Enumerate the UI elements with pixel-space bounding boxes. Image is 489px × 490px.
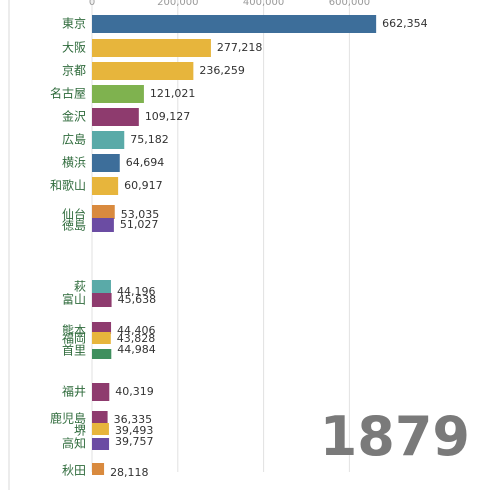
bar-category-label: 堺 xyxy=(74,424,86,438)
bar-value-label: 75,182 xyxy=(130,133,169,146)
bar xyxy=(92,205,115,219)
bar xyxy=(92,349,112,359)
bar-value-label: 39,757 xyxy=(115,435,154,448)
bar-category-label: 横浜 xyxy=(62,156,86,170)
year-label: 1879 xyxy=(320,405,470,468)
bar-category-label: 名古屋 xyxy=(50,86,86,101)
bar xyxy=(92,39,211,57)
bar xyxy=(92,322,112,334)
bar xyxy=(92,463,105,475)
bar xyxy=(92,293,112,307)
bars: 東京 662,354 大阪 277,218 京都 236,259 名古屋 121,021 金沢 1… xyxy=(50,15,428,479)
bar-value-label: 44,984 xyxy=(117,343,155,356)
bar-value-label: 36,335 xyxy=(114,413,152,426)
bar-value-label: 60,917 xyxy=(124,179,163,192)
bar-value-label: 43,828 xyxy=(117,332,156,345)
bar-category-label: 和歌山 xyxy=(50,178,86,193)
bar-value-label: 45,638 xyxy=(118,293,157,306)
x-tick-label: 0 xyxy=(89,0,95,8)
bar xyxy=(92,411,108,423)
bar-category-label: 富山 xyxy=(62,292,86,307)
x-tick-label: 600,000 xyxy=(329,0,370,8)
bar-category-label: 萩 xyxy=(74,280,86,294)
bar xyxy=(92,108,139,126)
bar-category-label: 福井 xyxy=(62,384,86,399)
bar-category-label: 福岡 xyxy=(62,331,86,346)
bar-category-label: 首里 xyxy=(62,344,86,358)
bar-value-label: 28,118 xyxy=(110,466,149,479)
bar xyxy=(92,332,111,344)
bar-value-label: 121,021 xyxy=(150,87,196,100)
bar-value-label: 236,259 xyxy=(199,64,245,77)
bar xyxy=(92,154,120,172)
bar xyxy=(92,218,114,232)
bar-category-label: 京都 xyxy=(62,64,86,78)
x-tick-label: 400,000 xyxy=(243,0,284,8)
bar-category-label: 秋田 xyxy=(62,464,86,478)
bar-category-label: 鹿児島 xyxy=(50,411,86,426)
bar-category-label: 熊本 xyxy=(62,323,86,338)
bar-value-label: 64,694 xyxy=(126,156,165,169)
bar-value-label: 662,354 xyxy=(382,17,428,30)
bar-category-label: 金沢 xyxy=(62,109,86,124)
bar-value-label: 51,027 xyxy=(120,218,159,231)
bar xyxy=(92,423,109,435)
bar xyxy=(92,131,125,149)
bar xyxy=(92,383,110,401)
bar-category-label: 広島 xyxy=(62,132,86,147)
bar xyxy=(92,85,144,103)
bar-value-label: 53,035 xyxy=(121,208,160,221)
bar xyxy=(92,438,110,450)
bar-category-label: 高知 xyxy=(62,436,86,451)
bar-value-label: 40,319 xyxy=(115,385,153,398)
bar-category-label: 徳島 xyxy=(62,218,86,233)
bar-category-label: 東京 xyxy=(62,17,86,31)
bar-value-label: 277,218 xyxy=(217,41,262,54)
bar xyxy=(92,177,119,195)
bar xyxy=(92,62,194,80)
bar-value-label: 39,493 xyxy=(115,424,154,437)
bar xyxy=(92,15,377,33)
bar xyxy=(92,280,111,294)
bar-category-label: 大阪 xyxy=(62,41,86,55)
bar-value-label: 109,127 xyxy=(145,110,191,123)
bar-value-label: 44,196 xyxy=(117,285,156,298)
bar-category-label: 仙台 xyxy=(62,207,86,222)
x-tick-label: 200,000 xyxy=(157,0,198,8)
bar-value-label: 44,406 xyxy=(117,324,156,337)
